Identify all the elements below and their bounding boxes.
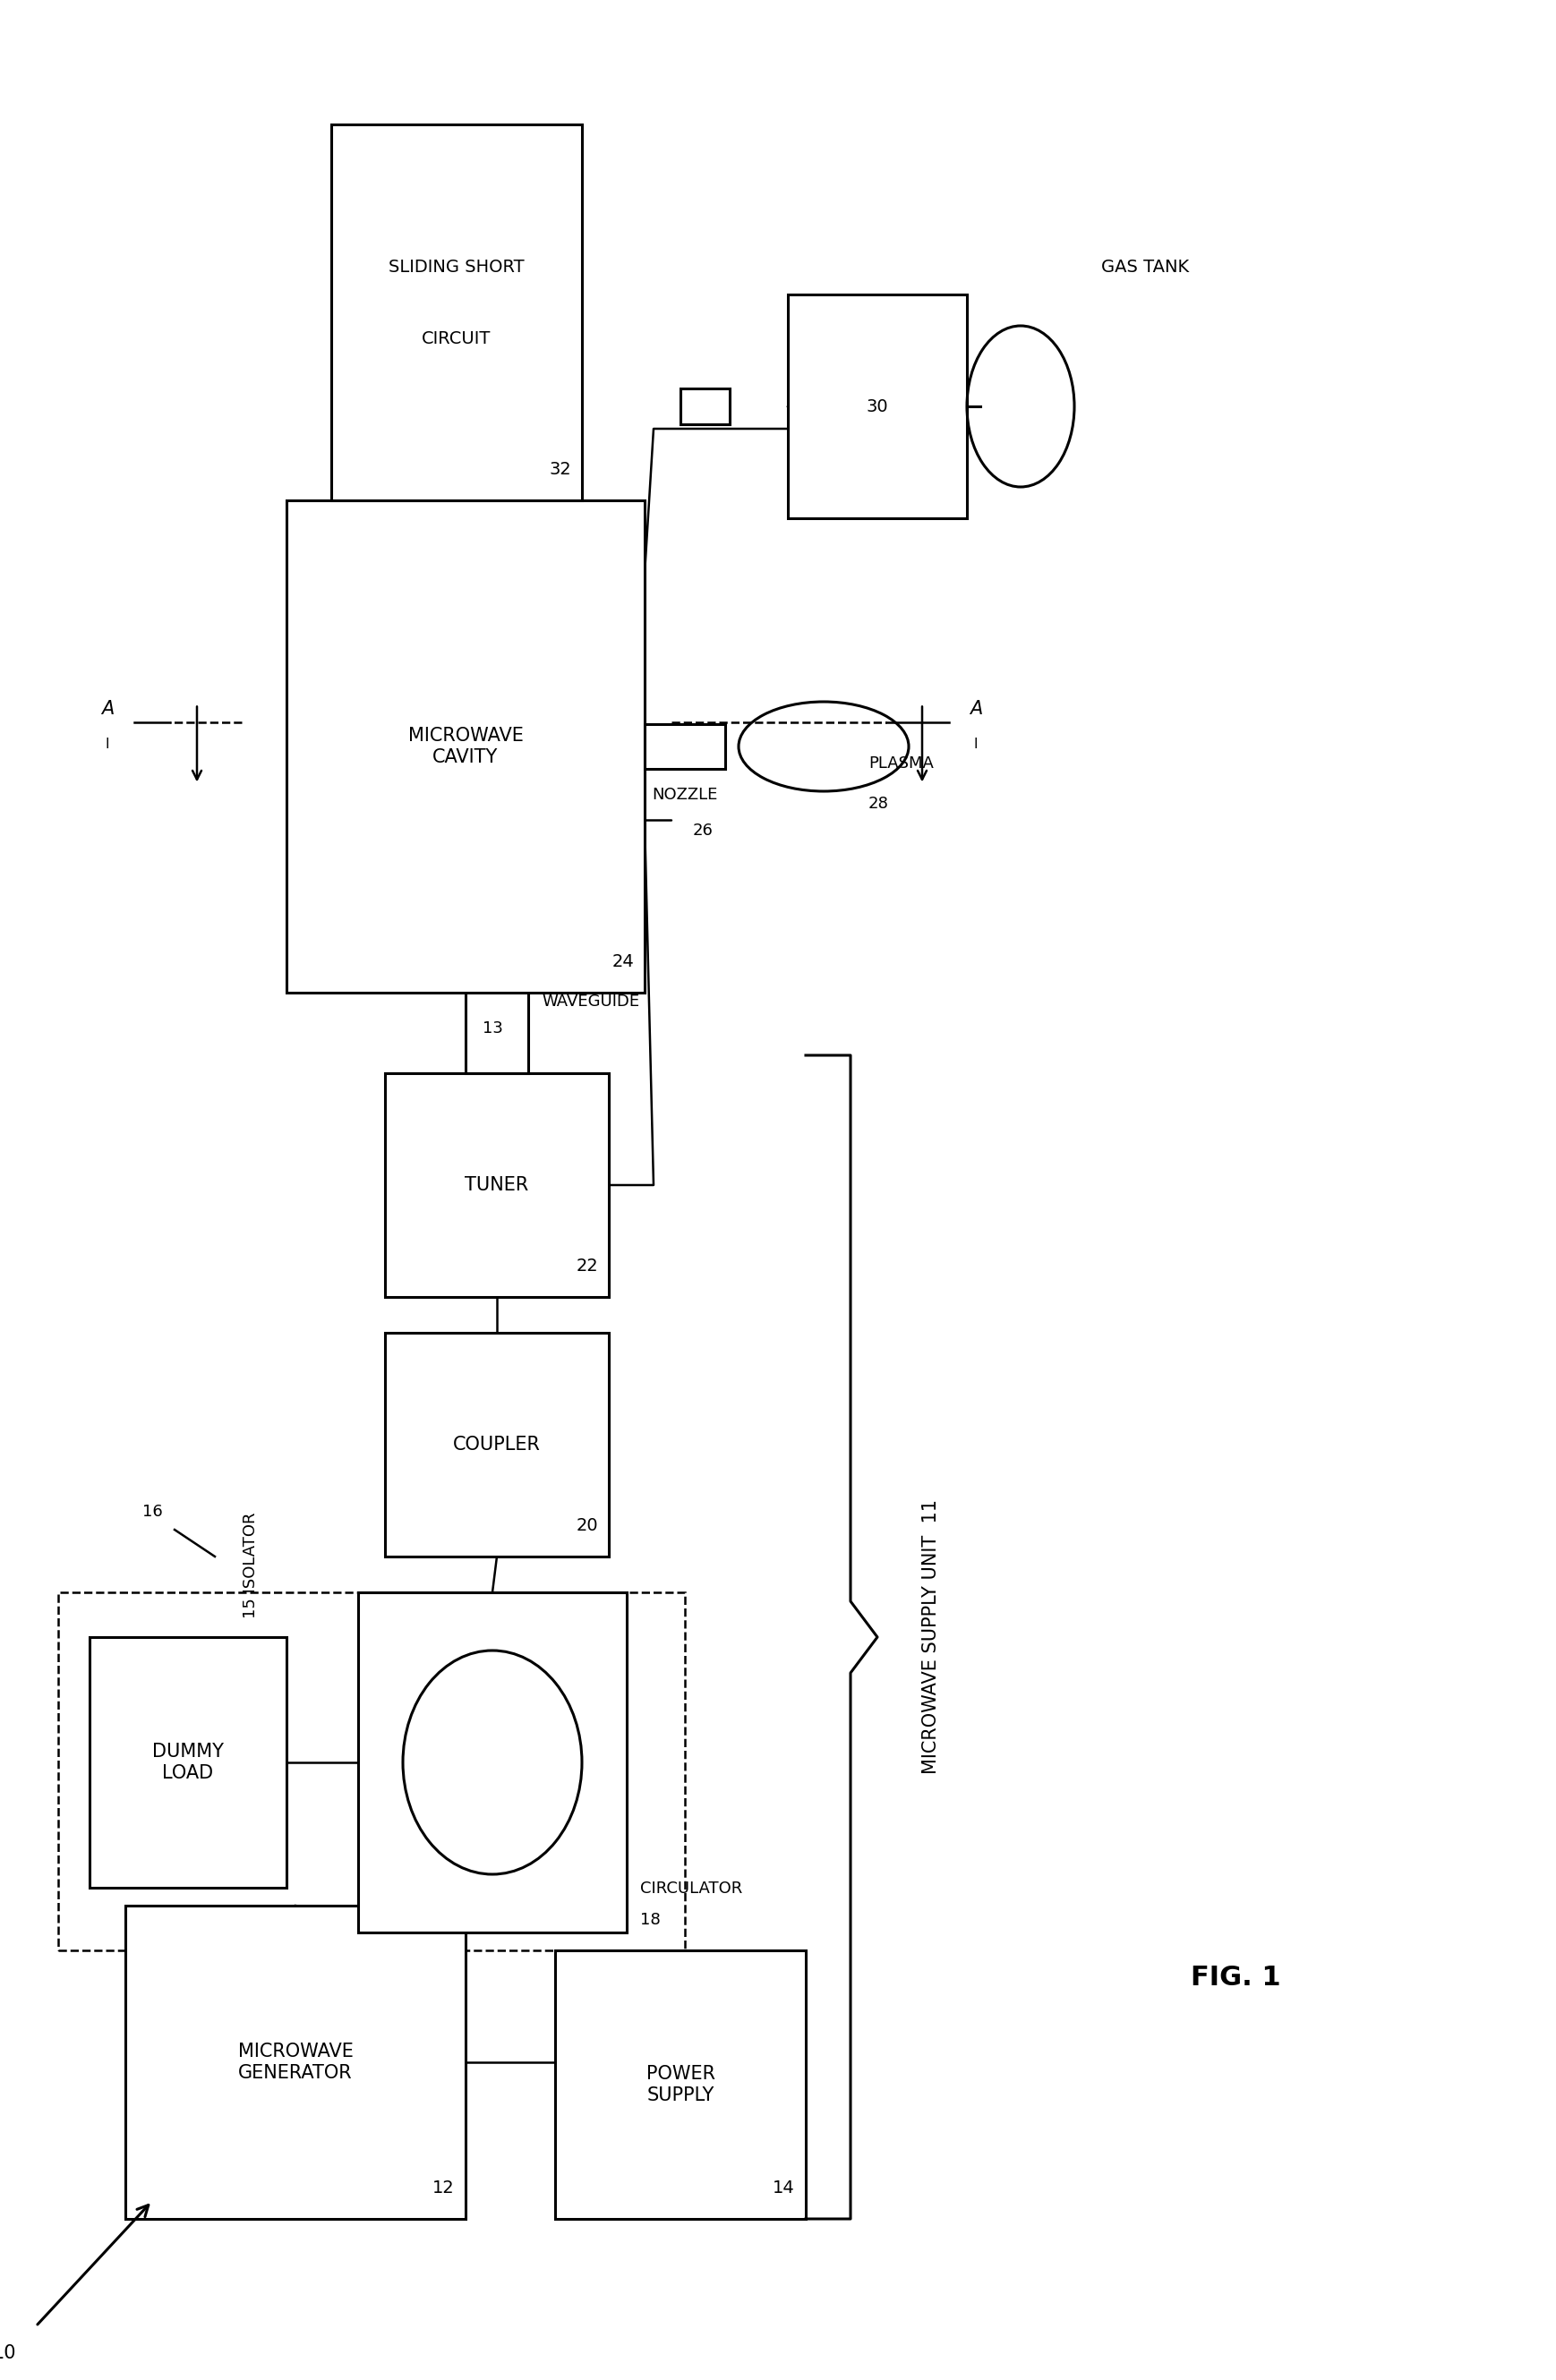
Text: DUMMY
LOAD: DUMMY LOAD	[152, 1742, 224, 1783]
Bar	[465, 931, 527, 1073]
Text: NOZZLE: NOZZLE	[652, 788, 717, 802]
Text: I: I	[974, 738, 977, 752]
Text: 13: 13	[482, 1021, 503, 1038]
Text: COUPLER: COUPLER	[453, 1435, 540, 1454]
Text: 28: 28	[868, 795, 888, 812]
Text: 18: 18	[640, 1911, 660, 1928]
Bar	[644, 724, 725, 769]
Bar	[680, 388, 730, 424]
Text: 14: 14	[773, 2180, 795, 2197]
Text: 32: 32	[549, 462, 571, 478]
Text: 30: 30	[867, 397, 888, 414]
Bar	[90, 1637, 286, 1887]
Text: CIRCULATOR: CIRCULATOR	[640, 1880, 742, 1897]
Text: 22: 22	[576, 1257, 598, 1276]
Text: 10: 10	[0, 2344, 17, 2361]
Text: FIG. 1: FIG. 1	[1190, 1963, 1281, 1990]
Text: MICROWAVE SUPPLY UNIT  11: MICROWAVE SUPPLY UNIT 11	[923, 1499, 940, 1775]
Text: 16: 16	[142, 1504, 162, 1521]
Bar	[58, 1592, 685, 1949]
Text: PLASMA: PLASMA	[868, 754, 934, 771]
Bar	[384, 1333, 608, 1557]
Text: 20: 20	[576, 1516, 598, 1535]
Text: A: A	[969, 700, 982, 716]
Bar	[331, 124, 582, 500]
Text: 12: 12	[433, 2180, 454, 2197]
Bar	[286, 500, 644, 992]
Bar	[787, 295, 966, 519]
Text: CIRCUIT: CIRCUIT	[422, 331, 492, 347]
Text: GAS TANK: GAS TANK	[1102, 259, 1189, 276]
Text: I: I	[106, 738, 109, 752]
Text: TUNER: TUNER	[465, 1176, 529, 1195]
Text: MICROWAVE
CAVITY: MICROWAVE CAVITY	[408, 728, 523, 766]
Text: MICROWAVE
GENERATOR: MICROWAVE GENERATOR	[238, 2042, 353, 2082]
Text: SLIDING SHORT: SLIDING SHORT	[389, 259, 524, 276]
Text: POWER
SUPPLY: POWER SUPPLY	[646, 2066, 714, 2104]
Text: 15 ISOLATOR: 15 ISOLATOR	[243, 1511, 258, 1618]
Text: 24: 24	[612, 954, 633, 971]
Bar	[358, 1592, 627, 1933]
Text: WAVEGUIDE: WAVEGUIDE	[541, 992, 640, 1009]
Bar	[384, 1073, 608, 1297]
Text: A: A	[101, 700, 114, 716]
Text: 26: 26	[692, 823, 713, 838]
Bar	[555, 1949, 806, 2218]
Bar	[126, 1906, 465, 2218]
